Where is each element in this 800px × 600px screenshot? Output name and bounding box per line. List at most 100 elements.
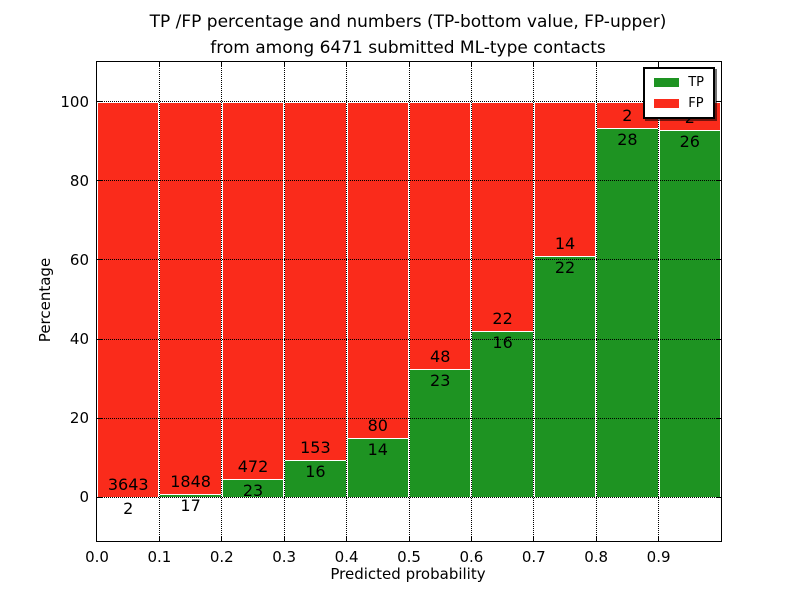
- vertical-gridline: [470, 62, 472, 541]
- fp-count-label: 14: [554, 233, 576, 253]
- x-tick-label: 0.9: [646, 548, 671, 566]
- tp-count-label: 26: [679, 131, 700, 151]
- legend-row: FP: [654, 97, 704, 110]
- fp-bar-segment: [409, 101, 472, 370]
- tp-count-label: 28: [617, 129, 638, 149]
- x-tick: [346, 536, 348, 541]
- x-tick-label: 0.1: [147, 548, 172, 566]
- fp-count-label: 3643: [107, 475, 149, 495]
- x-tick: [346, 62, 348, 67]
- x-tick: [408, 62, 410, 67]
- y-tick: [716, 417, 721, 419]
- x-tick: [595, 62, 597, 67]
- fp-bar-segment: [533, 101, 597, 256]
- y-tick-label: 80: [69, 171, 89, 190]
- vertical-gridline: [533, 62, 535, 541]
- fp-count-label: 48: [430, 347, 451, 367]
- y-tick: [716, 496, 721, 498]
- tp-bar-segment: [596, 127, 659, 498]
- legend-label: FP: [688, 96, 704, 111]
- fp-count-label: 22: [492, 308, 513, 328]
- tp-bar-segment: [409, 369, 472, 498]
- y-tick-label: 40: [69, 330, 89, 349]
- y-tick: [716, 259, 721, 261]
- x-axis-label: Predicted probability: [330, 565, 486, 583]
- fp-count-label: 80: [367, 416, 388, 436]
- tp-bar-segment: [221, 479, 285, 498]
- fp-count-label: 1848: [170, 471, 211, 491]
- x-tick: [158, 536, 160, 541]
- fp-count-label: 153: [300, 437, 331, 457]
- tp-bar-segment: [284, 459, 347, 498]
- tp-count-label: 22: [554, 257, 576, 277]
- fp-bar-segment: [346, 101, 409, 439]
- x-tick: [658, 62, 660, 67]
- x-tick: [283, 536, 285, 541]
- legend-row: TP: [654, 76, 704, 89]
- y-tick: [716, 101, 721, 103]
- chart-title-line1: TP /FP percentage and numbers (TP-bottom…: [149, 12, 667, 32]
- x-tick: [595, 536, 597, 541]
- y-tick: [716, 180, 721, 182]
- x-tick: [533, 62, 535, 67]
- tp-bar-segment: [346, 438, 409, 498]
- x-tick-label: 0.6: [459, 548, 484, 566]
- legend: TP FP: [643, 67, 715, 119]
- tp-bar-segment: [471, 330, 534, 498]
- x-tick: [283, 62, 285, 67]
- x-tick: [470, 62, 472, 67]
- legend-swatch-fp-icon: [654, 99, 680, 108]
- x-tick: [158, 62, 160, 67]
- x-tick: [221, 62, 223, 67]
- x-tick-label: 0.0: [85, 548, 109, 566]
- tp-bar-segment: [159, 493, 222, 498]
- fp-bar-segment: [97, 101, 160, 498]
- vertical-gridline: [595, 62, 597, 541]
- tp-count-label: 14: [367, 440, 388, 460]
- tp-count-label: 17: [180, 495, 201, 515]
- x-tick-label: 0.7: [521, 548, 546, 566]
- fp-bar-segment: [284, 101, 347, 460]
- tp-count-label: 16: [305, 461, 326, 481]
- y-tick-label: 20: [69, 409, 89, 428]
- x-tick: [408, 536, 410, 541]
- tp-count-label: 2: [123, 499, 134, 519]
- fp-count-label: 472: [237, 457, 269, 477]
- x-tick-label: 0.4: [334, 548, 359, 566]
- tp-count-label: 23: [242, 481, 264, 501]
- y-tick: [97, 259, 102, 261]
- y-tick: [97, 180, 102, 182]
- x-tick-label: 0.2: [209, 548, 234, 566]
- plot-area: 3643 2 1848 17 472 23 153 16 80 14 48 23 22 16 14 22 2 28…: [60, 61, 722, 566]
- fp-bar-segment: [471, 101, 534, 331]
- fp-count-label: 2: [622, 105, 633, 125]
- chart-title-line2: from among 6471 submitted ML-type contac…: [210, 38, 606, 58]
- vertical-gridline: [158, 62, 160, 541]
- tp-count-label: 16: [492, 332, 513, 352]
- vertical-gridline: [346, 62, 348, 541]
- x-tick-label: 0.8: [584, 548, 609, 566]
- y-tick: [97, 338, 102, 340]
- y-tick-label: 100: [60, 92, 89, 111]
- fp-bar-segment: [221, 101, 285, 480]
- vertical-gridline: [408, 62, 410, 541]
- vertical-gridline: [658, 62, 660, 541]
- tp-bar-segment: [658, 129, 721, 498]
- y-tick-label: 60: [69, 250, 89, 269]
- chart-title: TP /FP percentage and numbers (TP-bottom…: [96, 9, 720, 61]
- x-tick-label: 0.3: [272, 548, 297, 566]
- x-tick-label: 0.5: [397, 548, 421, 566]
- x-tick: [470, 536, 472, 541]
- x-tick: [221, 536, 223, 541]
- y-tick-label: 0: [79, 488, 89, 507]
- y-tick: [716, 338, 721, 340]
- y-tick: [97, 417, 102, 419]
- y-tick: [97, 101, 102, 103]
- y-tick: [97, 496, 102, 498]
- tp-count-label: 23: [430, 371, 451, 391]
- legend-swatch-tp-icon: [654, 78, 680, 87]
- vertical-gridline: [221, 62, 223, 541]
- tp-bar-segment: [533, 255, 597, 498]
- fp-bar-segment: [159, 101, 222, 494]
